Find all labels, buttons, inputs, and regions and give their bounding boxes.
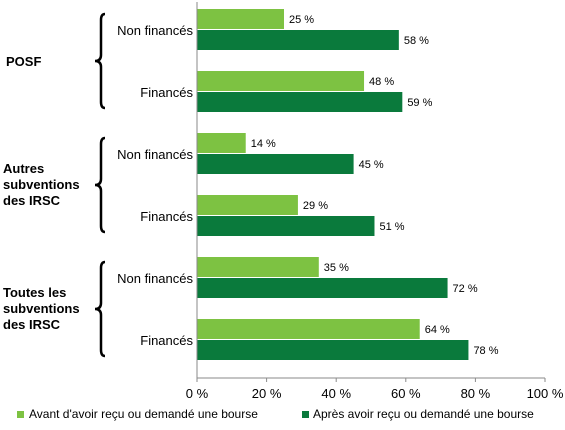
data-label-before: 14 % (251, 138, 276, 150)
legend-swatch-before (17, 411, 24, 418)
data-label-before: 48 % (369, 76, 394, 88)
category-label: Non financés (117, 23, 193, 38)
data-label-before: 29 % (303, 200, 328, 212)
bar-before (197, 9, 284, 29)
bar-after (197, 216, 375, 236)
legend: Avant d'avoir reçu ou demandé une bourse… (17, 407, 534, 421)
x-axis: 0 % 20 % 40 % 60 % 80 % 100 % (186, 2, 564, 401)
x-tick-label: 100 % (527, 386, 564, 401)
group-label-line: subventions (3, 177, 80, 192)
data-label-after: 45 % (359, 159, 384, 171)
data-label-after: 59 % (407, 97, 432, 109)
data-label-before: 64 % (425, 324, 450, 336)
bar-before (197, 195, 298, 215)
bar-before (197, 319, 420, 339)
group-bracket (94, 260, 106, 358)
category-labels: Non financés Financés Non financés Financés… (117, 23, 193, 348)
category-label: Financés (140, 85, 193, 100)
data-label-after: 58 % (404, 35, 429, 47)
legend-label-after: Après avoir reçu ou demandé une bourse (313, 407, 534, 421)
group-bracket (94, 136, 106, 234)
category-label: Non financés (117, 147, 193, 162)
data-label-before: 35 % (324, 262, 349, 274)
bar-before (197, 257, 319, 277)
bar-before (197, 71, 365, 91)
legend-swatch-after (302, 411, 309, 418)
group-label-line: subventions (3, 301, 80, 316)
bar-after (197, 92, 403, 112)
group-label-line: des IRSC (3, 317, 61, 332)
category-label: Financés (140, 333, 193, 348)
data-label-after: 72 % (453, 283, 478, 295)
bar-after (197, 154, 354, 174)
x-tick-label: 80 % (461, 386, 491, 401)
group-bracket (94, 12, 106, 110)
group-label-line: Autres (3, 161, 44, 176)
bar-before (197, 133, 246, 153)
category-label: Financés (140, 209, 193, 224)
x-tick-label: 20 % (252, 386, 282, 401)
x-tick-label: 0 % (186, 386, 209, 401)
category-label: Non financés (117, 271, 193, 286)
bar-after (197, 278, 448, 298)
data-label-after: 51 % (379, 221, 404, 233)
group-label-line: Toutes les (3, 285, 66, 300)
legend-label-before: Avant d'avoir reçu ou demandé une bourse (29, 407, 258, 421)
data-label-after: 78 % (473, 345, 498, 357)
bar-after (197, 30, 399, 50)
x-tick-label: 40 % (321, 386, 351, 401)
data-label-before: 25 % (289, 14, 314, 26)
bar-after (197, 340, 469, 360)
x-tick-label: 60 % (391, 386, 421, 401)
group-label-line: des IRSC (3, 193, 61, 208)
bars-layer: 25 % 58 % 48 % 59 % 14 % 45 % 29 % 51 % 35 % 72 %… (197, 9, 499, 360)
group-label: POSF (6, 54, 41, 69)
